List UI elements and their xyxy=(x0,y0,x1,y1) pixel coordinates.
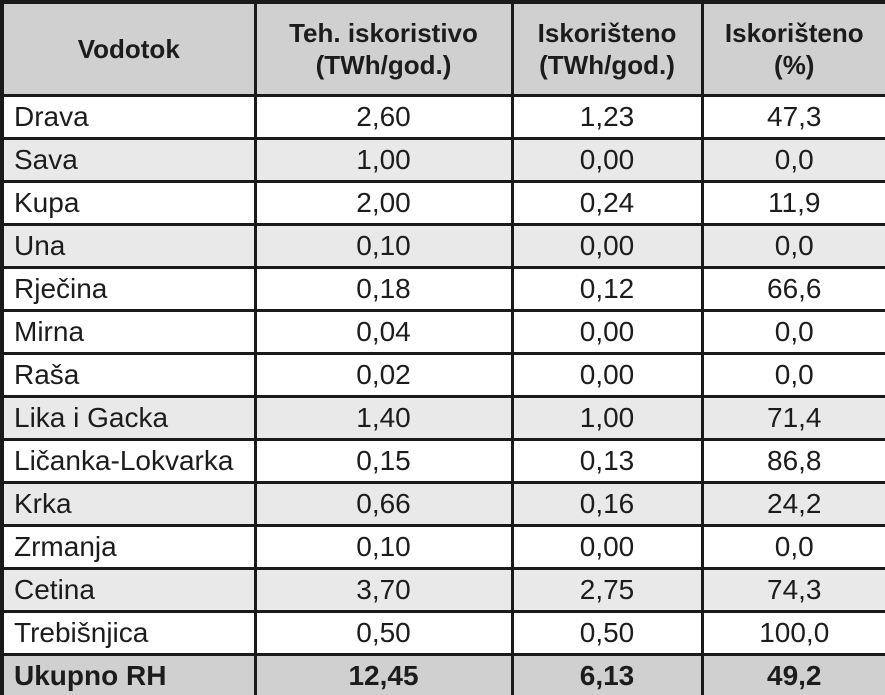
river-name-cell: Ličanka-Lokvarka xyxy=(0,438,257,484)
table-row: Lika i Gacka 1,40 1,00 71,4 xyxy=(0,395,885,441)
table-row: Kupa 2,00 0,24 11,9 xyxy=(0,180,885,226)
river-name-cell: Mirna xyxy=(0,309,257,355)
value-cell: 24,2 xyxy=(700,481,885,527)
value-cell: 12,45 xyxy=(253,653,514,695)
value-cell: 86,8 xyxy=(700,438,885,484)
table-row: Una 0,10 0,00 0,0 xyxy=(0,223,885,269)
value-cell: 0,00 xyxy=(510,524,704,570)
value-cell: 0,0 xyxy=(700,223,885,269)
river-name-cell: Krka xyxy=(0,481,257,527)
table-row: Rječina 0,18 0,12 66,6 xyxy=(0,266,885,312)
table-row: Cetina 3,70 2,75 74,3 xyxy=(0,567,885,613)
river-name-cell: Cetina xyxy=(0,567,257,613)
table-row: Sava 1,00 0,00 0,0 xyxy=(0,137,885,183)
river-name-cell: Sava xyxy=(0,137,257,183)
river-name-cell: Drava xyxy=(0,94,257,140)
value-cell: 0,10 xyxy=(253,223,514,269)
value-cell: 2,60 xyxy=(253,94,514,140)
value-cell: 71,4 xyxy=(700,395,885,441)
value-cell: 0,0 xyxy=(700,524,885,570)
river-name-cell: Trebišnjica xyxy=(0,610,257,656)
table-row: Ličanka-Lokvarka 0,15 0,13 86,8 xyxy=(0,438,885,484)
value-cell: 0,50 xyxy=(253,610,514,656)
total-row: Ukupno RH 12,45 6,13 49,2 xyxy=(0,653,885,695)
table-row: Trebišnjica 0,50 0,50 100,0 xyxy=(0,610,885,656)
value-cell: 1,00 xyxy=(510,395,704,441)
value-cell: 49,2 xyxy=(700,653,885,695)
value-cell: 2,75 xyxy=(510,567,704,613)
column-header-teh-iskoristivo: Teh. iskoristivo (TWh/god.) xyxy=(253,0,514,97)
table-body: Drava 2,60 1,23 47,3 Sava 1,00 0,00 0,0 Kupa 2,00… xyxy=(0,94,885,695)
table-row: Krka 0,66 0,16 24,2 xyxy=(0,481,885,527)
value-cell: 47,3 xyxy=(700,94,885,140)
column-header-iskoristeno-twh: Iskorišteno (TWh/god.) xyxy=(510,0,704,97)
river-name-cell: Raša xyxy=(0,352,257,398)
value-cell: 11,9 xyxy=(700,180,885,226)
value-cell: 74,3 xyxy=(700,567,885,613)
table-row: Drava 2,60 1,23 47,3 xyxy=(0,94,885,140)
value-cell: 0,66 xyxy=(253,481,514,527)
value-cell: 66,6 xyxy=(700,266,885,312)
value-cell: 0,15 xyxy=(253,438,514,484)
value-cell: 0,00 xyxy=(510,223,704,269)
value-cell: 0,16 xyxy=(510,481,704,527)
value-cell: 1,23 xyxy=(510,94,704,140)
table-row: Mirna 0,04 0,00 0,0 xyxy=(0,309,885,355)
table-row: Raša 0,02 0,00 0,0 xyxy=(0,352,885,398)
river-name-cell: Ukupno RH xyxy=(0,653,257,695)
table-row: Zrmanja 0,10 0,00 0,0 xyxy=(0,524,885,570)
value-cell: 0,00 xyxy=(510,137,704,183)
value-cell: 1,40 xyxy=(253,395,514,441)
river-name-cell: Lika i Gacka xyxy=(0,395,257,441)
value-cell: 100,0 xyxy=(700,610,885,656)
column-header-vodotok: Vodotok xyxy=(0,0,257,97)
value-cell: 0,13 xyxy=(510,438,704,484)
value-cell: 3,70 xyxy=(253,567,514,613)
river-name-cell: Zrmanja xyxy=(0,524,257,570)
value-cell: 0,00 xyxy=(510,309,704,355)
value-cell: 0,50 xyxy=(510,610,704,656)
value-cell: 1,00 xyxy=(253,137,514,183)
value-cell: 0,02 xyxy=(253,352,514,398)
value-cell: 0,24 xyxy=(510,180,704,226)
value-cell: 0,0 xyxy=(700,137,885,183)
value-cell: 0,0 xyxy=(700,309,885,355)
value-cell: 0,0 xyxy=(700,352,885,398)
value-cell: 0,00 xyxy=(510,352,704,398)
value-cell: 0,18 xyxy=(253,266,514,312)
value-cell: 6,13 xyxy=(510,653,704,695)
river-name-cell: Una xyxy=(0,223,257,269)
river-name-cell: Rječina xyxy=(0,266,257,312)
value-cell: 0,10 xyxy=(253,524,514,570)
header-row: Vodotok Teh. iskoristivo (TWh/god.) Isko… xyxy=(0,0,885,97)
value-cell: 2,00 xyxy=(253,180,514,226)
value-cell: 0,12 xyxy=(510,266,704,312)
river-name-cell: Kupa xyxy=(0,180,257,226)
column-header-iskoristeno-pct: Iskorišteno (%) xyxy=(700,0,885,97)
value-cell: 0,04 xyxy=(253,309,514,355)
